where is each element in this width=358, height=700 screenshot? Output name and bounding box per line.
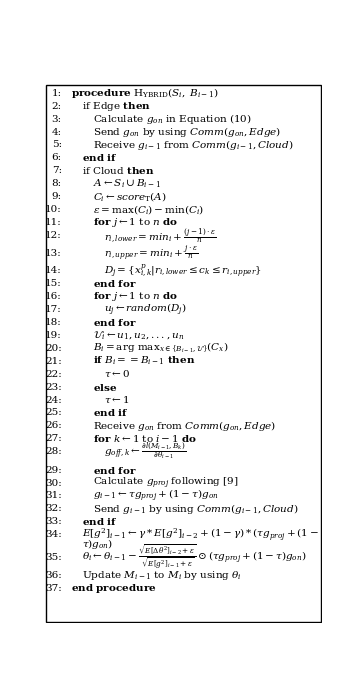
Text: $\mathbf{end\ if}$: $\mathbf{end\ if}$: [93, 407, 129, 419]
Text: $\mathrm{Receive}\ g_{on}\ \mathrm{from}\ \mathit{Comm}(g_{on},\mathit{Edge})$: $\mathrm{Receive}\ g_{on}\ \mathrm{from}…: [93, 419, 276, 433]
Text: 24:: 24:: [45, 395, 62, 405]
Text: 13:: 13:: [45, 248, 62, 258]
Text: 23:: 23:: [45, 383, 62, 391]
Text: $\mathrm{if}\ \mathrm{Edge}\ \mathbf{then}$: $\mathrm{if}\ \mathrm{Edge}\ \mathbf{the…: [82, 99, 151, 113]
Text: $g_{i-1} \leftarrow \tau g_{proj} + (1 - \tau)g_{on}$: $g_{i-1} \leftarrow \tau g_{proj} + (1 -…: [93, 488, 218, 504]
Text: $\mathbf{for}\ j \leftarrow 1\ \mathrm{to}\ n\ \mathbf{do}$: $\mathbf{for}\ j \leftarrow 1\ \mathrm{t…: [93, 290, 178, 303]
Text: 25:: 25:: [45, 408, 62, 417]
Text: 4:: 4:: [52, 127, 62, 136]
Text: $\mathbf{end\ for}$: $\mathbf{end\ for}$: [93, 317, 136, 328]
Text: 35:: 35:: [45, 553, 62, 562]
Text: $\mathbf{end\ if}$: $\mathbf{end\ if}$: [82, 153, 117, 163]
Text: 3:: 3:: [52, 115, 62, 124]
Text: $\mathrm{Update}\ M_{i-1}\ \mathrm{to}\ M_i\ \mathrm{by\ using}\ \theta_i$: $\mathrm{Update}\ M_{i-1}\ \mathrm{to}\ …: [82, 569, 242, 582]
Text: $A \leftarrow S_i \cup B_{i-1}$: $A \leftarrow S_i \cup B_{i-1}$: [93, 178, 160, 190]
Text: 22:: 22:: [45, 370, 62, 379]
Text: 11:: 11:: [45, 218, 62, 227]
Text: 8:: 8:: [52, 179, 62, 188]
Text: $\mathrm{if}\ \mathrm{Cloud}\ \mathbf{then}$: $\mathrm{if}\ \mathrm{Cloud}\ \mathbf{th…: [82, 165, 155, 176]
Text: $D_j = \{x^p_{i,k}|r_{i,lower} \leq c_k \leq r_{i,upper}\}$: $D_j = \{x^p_{i,k}|r_{i,lower} \leq c_k …: [104, 262, 262, 279]
Text: $\tau)g_{on})$: $\tau)g_{on})$: [82, 537, 113, 551]
Text: 36:: 36:: [45, 571, 62, 580]
Text: 5:: 5:: [52, 141, 62, 150]
Text: 34:: 34:: [45, 531, 62, 539]
Text: 27:: 27:: [45, 434, 62, 443]
Text: $\mathbf{for}\ j \leftarrow 1\ \mathrm{to}\ n\ \mathbf{do}$: $\mathbf{for}\ j \leftarrow 1\ \mathrm{t…: [93, 216, 178, 229]
Text: 37:: 37:: [45, 584, 62, 593]
Text: 26:: 26:: [45, 421, 62, 430]
Text: $\mathbf{else}$: $\mathbf{else}$: [93, 382, 117, 393]
Text: $\mathbf{end\ for}$: $\mathbf{end\ for}$: [93, 465, 136, 475]
Text: 2:: 2:: [52, 102, 62, 111]
Text: 6:: 6:: [52, 153, 62, 162]
Text: $\mathrm{Receive}\ g_{i-1}\ \mathrm{from}\ \mathit{Comm}(g_{i-1},\mathit{Cloud}): $\mathrm{Receive}\ g_{i-1}\ \mathrm{from…: [93, 138, 294, 152]
Text: 19:: 19:: [45, 331, 62, 340]
Text: $u_j \leftarrow \mathit{random}(D_j)$: $u_j \leftarrow \mathit{random}(D_j)$: [104, 302, 186, 318]
Text: 18:: 18:: [45, 318, 62, 327]
Text: 28:: 28:: [45, 447, 62, 456]
Text: $\mathbf{end\ procedure}$: $\mathbf{end\ procedure}$: [71, 582, 157, 595]
Text: 30:: 30:: [45, 479, 62, 487]
Text: 17:: 17:: [45, 305, 62, 314]
Text: $\epsilon = \max(C_i) - \min(C_i)$: $\epsilon = \max(C_i) - \min(C_i)$: [93, 203, 204, 216]
Text: 15:: 15:: [45, 279, 62, 288]
Text: $r_{i,lower} = \mathit{min}_i + \frac{(j-1)\cdot\epsilon}{n}$: $r_{i,lower} = \mathit{min}_i + \frac{(j…: [104, 226, 216, 245]
Text: $\mathrm{Calculate}\ g_{proj}\ \mathrm{following\ [9]}$: $\mathrm{Calculate}\ g_{proj}\ \mathrm{f…: [93, 475, 238, 491]
Text: $\theta_i \leftarrow \theta_{i-1} - \frac{\sqrt{E[\Delta\theta^2]_{i-2}+\epsilon: $\theta_i \leftarrow \theta_{i-1} - \fra…: [82, 542, 306, 573]
Text: $\mathbf{for}\ k \leftarrow 1\ \mathrm{to}\ i-1\ \mathbf{do}$: $\mathbf{for}\ k \leftarrow 1\ \mathrm{t…: [93, 433, 197, 444]
Text: $r_{i,upper} = \mathit{min}_i + \frac{j\cdot\epsilon}{n}$: $r_{i,upper} = \mathit{min}_i + \frac{j\…: [104, 244, 198, 262]
Text: $C_i \leftarrow \mathit{score}_{\mathrm{T}}(A)$: $C_i \leftarrow \mathit{score}_{\mathrm{…: [93, 190, 166, 203]
Text: $\tau \leftarrow 0$: $\tau \leftarrow 0$: [104, 369, 130, 379]
Text: $\mathrm{Calculate}\ g_{on}\ \mathrm{in\ Equation\ (10)}$: $\mathrm{Calculate}\ g_{on}\ \mathrm{in\…: [93, 112, 252, 126]
Text: 16:: 16:: [45, 292, 62, 301]
Text: 10:: 10:: [45, 205, 62, 214]
Text: $E[g^2]_{i-1} \leftarrow \gamma * E[g^2]_{i-2} + (1-\gamma)*(\tau g_{proj} + (1-: $E[g^2]_{i-1} \leftarrow \gamma * E[g^2]…: [82, 526, 319, 543]
Text: 31:: 31:: [45, 491, 62, 500]
Text: 12:: 12:: [45, 231, 62, 240]
Text: $\mathbf{end\ for}$: $\mathbf{end\ for}$: [93, 278, 136, 289]
Text: $\tau \leftarrow 1$: $\tau \leftarrow 1$: [104, 395, 129, 405]
Text: 33:: 33:: [45, 517, 62, 526]
Text: $\mathcal{U}_i \leftarrow u_1, u_2, ..., u_n$: $\mathcal{U}_i \leftarrow u_1, u_2, ...,…: [93, 329, 184, 342]
Text: $B_i = \mathrm{arg\ max}_{x\in\{B_{i-1},\mathcal{U}\}}(C_x)$: $B_i = \mathrm{arg\ max}_{x\in\{B_{i-1},…: [93, 341, 228, 356]
Text: 29:: 29:: [45, 466, 62, 475]
Text: $\mathbf{procedure}\ \mathrm{H_{YBRID}}(S_i,\ B_{i-1})$: $\mathbf{procedure}\ \mathrm{H_{YBRID}}(…: [71, 86, 219, 100]
Text: $\mathbf{if}\ B_i == B_{i-1}\ \mathbf{then}$: $\mathbf{if}\ B_i == B_{i-1}\ \mathbf{th…: [93, 355, 195, 368]
Text: 21:: 21:: [45, 357, 62, 365]
Text: 14:: 14:: [45, 266, 62, 275]
Text: 20:: 20:: [45, 344, 62, 353]
Text: $\mathbf{end\ if}$: $\mathbf{end\ if}$: [82, 517, 117, 527]
Text: 9:: 9:: [52, 193, 62, 201]
Text: $\mathrm{Send}\ g_{i-1}\ \mathrm{by\ using}\ \mathit{Comm}(g_{i-1},\mathit{Cloud: $\mathrm{Send}\ g_{i-1}\ \mathrm{by\ usi…: [93, 502, 298, 516]
Text: $\mathrm{Send}\ g_{on}\ \mathrm{by\ using}\ \mathit{Comm}(g_{on},\mathit{Edge})$: $\mathrm{Send}\ g_{on}\ \mathrm{by\ usin…: [93, 125, 281, 139]
Text: $g_{off,k} \leftarrow \frac{\partial l(M_{i-1},B_k)}{\partial\theta_{i-1}}$: $g_{off,k} \leftarrow \frac{\partial l(M…: [104, 441, 186, 462]
Text: 1:: 1:: [52, 89, 62, 98]
Text: 7:: 7:: [52, 167, 62, 176]
Text: 32:: 32:: [45, 505, 62, 513]
